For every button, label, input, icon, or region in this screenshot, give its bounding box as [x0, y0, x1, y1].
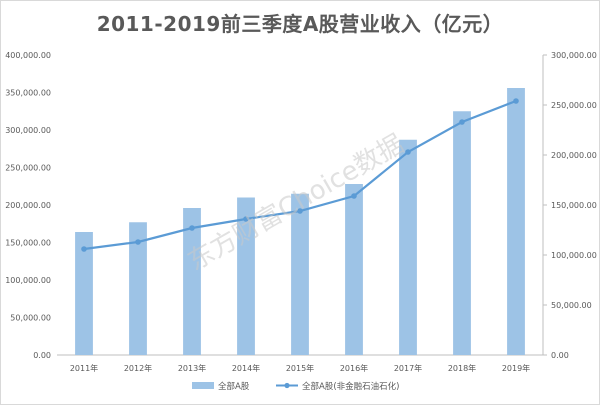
- right-y-tick-label: 150,000.00: [551, 201, 597, 210]
- line-point: [81, 246, 87, 252]
- bar: [291, 193, 309, 355]
- x-tick-label: 2018年: [448, 363, 476, 373]
- bar: [507, 88, 525, 355]
- right-y-tick-label: 250,000.00: [551, 101, 597, 110]
- line-point: [243, 216, 249, 222]
- bar: [183, 208, 201, 355]
- line-point: [135, 239, 141, 245]
- x-tick-label: 2013年: [178, 363, 206, 373]
- line-point: [405, 149, 411, 155]
- bar: [75, 232, 93, 355]
- chart-title: 2011-2019前三季度A股营业收入（亿元）: [96, 12, 504, 36]
- line-point: [513, 98, 519, 104]
- bar: [399, 139, 417, 355]
- line-point: [189, 225, 195, 231]
- right-y-tick-label: 100,000.00: [551, 251, 597, 260]
- left-y-tick-label: 200,000.00: [5, 201, 51, 210]
- line-point: [351, 193, 357, 199]
- bar: [237, 197, 255, 355]
- legend-label-bar: 全部A股: [218, 381, 250, 392]
- bar: [453, 111, 471, 355]
- right-y-tick-label: 0.00: [551, 351, 569, 360]
- x-tick-label: 2016年: [340, 363, 368, 373]
- line-point: [459, 119, 465, 125]
- x-tick-label: 2011年: [70, 363, 98, 373]
- right-y-tick-label: 300,000.00: [551, 51, 597, 60]
- line-point: [297, 208, 303, 214]
- legend-label-line: 全部A股(非金融石油石化): [302, 381, 399, 392]
- right-y-tick-label: 50,000.00: [551, 301, 592, 310]
- left-y-tick-label: 350,000.00: [5, 89, 51, 98]
- left-y-tick-label: 0.00: [33, 351, 51, 360]
- x-tick-label: 2012年: [124, 363, 152, 373]
- x-tick-label: 2019年: [502, 363, 530, 373]
- x-tick-label: 2014年: [232, 363, 260, 373]
- bar: [129, 222, 147, 355]
- left-y-tick-label: 250,000.00: [5, 164, 51, 173]
- bar: [345, 184, 363, 355]
- left-y-tick-label: 50,000.00: [10, 314, 51, 323]
- legend-swatch-bar: [192, 382, 214, 389]
- left-y-tick-label: 300,000.00: [5, 126, 51, 135]
- x-tick-label: 2017年: [394, 363, 422, 373]
- left-y-tick-label: 100,000.00: [5, 276, 51, 285]
- left-y-tick-label: 150,000.00: [5, 239, 51, 248]
- left-y-tick-label: 400,000.00: [5, 51, 51, 60]
- right-y-tick-label: 200,000.00: [551, 151, 597, 160]
- x-tick-label: 2015年: [286, 363, 314, 373]
- legend-swatch-marker: [284, 382, 290, 389]
